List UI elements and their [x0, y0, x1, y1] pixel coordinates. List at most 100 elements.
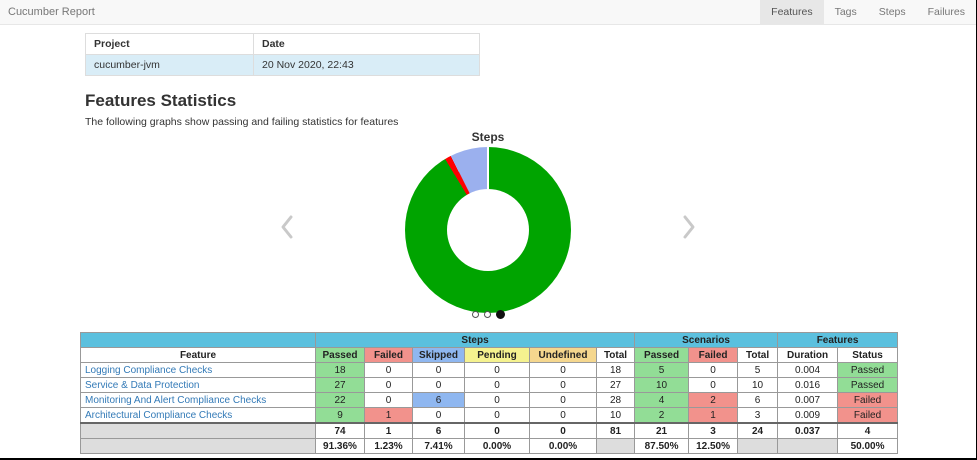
- cell-total: 24: [737, 422, 779, 439]
- col-header-failed[interactable]: Failed: [688, 347, 739, 363]
- cell-total: [737, 438, 779, 454]
- col-header-total[interactable]: Total: [595, 347, 636, 363]
- cell-pending: 0: [464, 392, 530, 408]
- cell-duration: 0.009: [777, 407, 839, 424]
- cell-failed: 2: [688, 392, 739, 408]
- feature-row: Architectural Compliance Checks 9 1 0 0 0 10 2 1…: [80, 407, 899, 424]
- cell-pending: 0: [464, 422, 530, 439]
- feature-row: Monitoring And Alert Compliance Checks 22…: [80, 392, 899, 408]
- cell-pending: 0: [464, 407, 530, 424]
- project-table-cell: 20 Nov 2020, 22:43: [253, 54, 480, 76]
- section-title: Features Statistics: [85, 91, 237, 110]
- cell-feature: [80, 422, 316, 439]
- feature-cell: Architectural Compliance Checks: [80, 407, 316, 424]
- report-table: Steps Scenarios Features Feature Passed Faile…: [80, 332, 899, 454]
- carousel-dot-2[interactable]: [495, 310, 505, 320]
- carousel-prev-button[interactable]: [276, 210, 298, 244]
- cell-passed: 18: [315, 362, 365, 378]
- cell-passed: 27: [315, 377, 365, 393]
- cell-undefined: 0: [529, 422, 597, 439]
- project-table-head-row: Project Date: [85, 33, 480, 55]
- cell-failed: 1: [364, 422, 413, 439]
- project-table-cell: cucumber-jvm: [85, 54, 254, 76]
- project-table-row: cucumber-jvm 20 Nov 2020, 22:43: [85, 54, 480, 76]
- carousel-dot-1[interactable]: [483, 311, 491, 319]
- nav-item-tags[interactable]: Tags: [834, 6, 857, 18]
- cell-failed: 0: [364, 392, 413, 408]
- steps-chart: Steps: [405, 130, 571, 324]
- feature-link[interactable]: Logging Compliance Checks: [85, 364, 213, 376]
- cell-total: 3: [737, 407, 779, 424]
- cell-skipped: 6: [412, 392, 465, 408]
- cell-status: Passed: [837, 377, 899, 393]
- cell-failed: 1.23%: [364, 438, 413, 454]
- feature-cell: Service & Data Protection: [80, 377, 316, 393]
- steps-donut[interactable]: [405, 147, 571, 313]
- percentages-row: 91.36% 1.23% 7.41% 0.00% 0.00% 87.50% 12.50% 50…: [80, 438, 899, 454]
- cell-total: 10: [595, 407, 636, 424]
- cell-failed: 0: [688, 377, 739, 393]
- group-header-steps: Steps: [314, 332, 636, 348]
- group-header-feature: [80, 332, 316, 348]
- col-header-skipped[interactable]: Skipped: [412, 347, 465, 363]
- project-table-header: Date: [253, 33, 480, 55]
- cell-status: Passed: [837, 362, 899, 378]
- cell-total: [595, 438, 636, 454]
- cell-undefined: 0.00%: [529, 438, 597, 454]
- cell-total: 6: [737, 392, 779, 408]
- carousel-dot-0[interactable]: [471, 311, 479, 319]
- chevron-left-icon: [281, 215, 293, 239]
- cell-failed: 1: [688, 407, 739, 424]
- cell-status: 50.00%: [837, 438, 899, 454]
- col-header-duration[interactable]: Duration: [777, 347, 839, 363]
- cell-passed: 4: [634, 392, 690, 408]
- cell-passed: 9: [315, 407, 365, 424]
- col-header-total[interactable]: Total: [737, 347, 779, 363]
- col-header-pending[interactable]: Pending: [464, 347, 530, 363]
- cell-undefined: 0: [529, 392, 597, 408]
- col-header-status[interactable]: Status: [837, 347, 899, 363]
- cell-duration: [777, 438, 839, 454]
- cell-failed: 0: [688, 362, 739, 378]
- nav-item-steps[interactable]: Steps: [878, 6, 906, 18]
- carousel-next-button[interactable]: [678, 210, 700, 244]
- cell-status: 4: [837, 422, 899, 439]
- feature-cell: Monitoring And Alert Compliance Checks: [80, 392, 316, 408]
- feature-link[interactable]: Architectural Compliance Checks: [85, 409, 233, 421]
- col-header-undefined[interactable]: Undefined: [529, 347, 597, 363]
- cell-total: 18: [595, 362, 636, 378]
- cell-failed: 1: [364, 407, 413, 424]
- cell-pending: 0.00%: [464, 438, 530, 454]
- cell-total: 81: [595, 422, 636, 439]
- cell-passed: 22: [315, 392, 365, 408]
- group-header-scenarios: Scenarios: [634, 332, 779, 348]
- col-header-passed[interactable]: Passed: [315, 347, 365, 363]
- navbar-brand[interactable]: Cucumber Report: [8, 6, 95, 18]
- cell-total: 28: [595, 392, 636, 408]
- chart-carousel: Steps: [276, 130, 700, 324]
- cell-duration: 0.037: [777, 422, 839, 439]
- cell-undefined: 0: [529, 407, 597, 424]
- nav-item-failures[interactable]: Failures: [927, 6, 965, 18]
- feature-link[interactable]: Service & Data Protection: [85, 379, 200, 391]
- carousel-dots: [405, 306, 571, 324]
- col-header-failed[interactable]: Failed: [364, 347, 413, 363]
- nav-item-features[interactable]: Features: [760, 0, 824, 24]
- cell-skipped: 0: [412, 377, 465, 393]
- cell-passed: 91.36%: [315, 438, 365, 454]
- col-header-feature[interactable]: Feature: [80, 347, 316, 363]
- cell-total: 5: [737, 362, 779, 378]
- cell-skipped: 6: [412, 422, 465, 439]
- project-table: Project Date cucumber-jvm 20 Nov 2020, 22:…: [85, 33, 480, 76]
- cell-status: Failed: [837, 392, 899, 408]
- cell-feature: [80, 438, 316, 454]
- col-header-passed[interactable]: Passed: [634, 347, 690, 363]
- cell-passed: 5: [634, 362, 690, 378]
- group-header-row: Steps Scenarios Features: [80, 332, 899, 348]
- cell-skipped: 0: [412, 362, 465, 378]
- feature-link[interactable]: Monitoring And Alert Compliance Checks: [85, 394, 267, 406]
- cell-passed: 2: [634, 407, 690, 424]
- donut-hole: [447, 189, 529, 271]
- cell-passed: 74: [315, 422, 365, 439]
